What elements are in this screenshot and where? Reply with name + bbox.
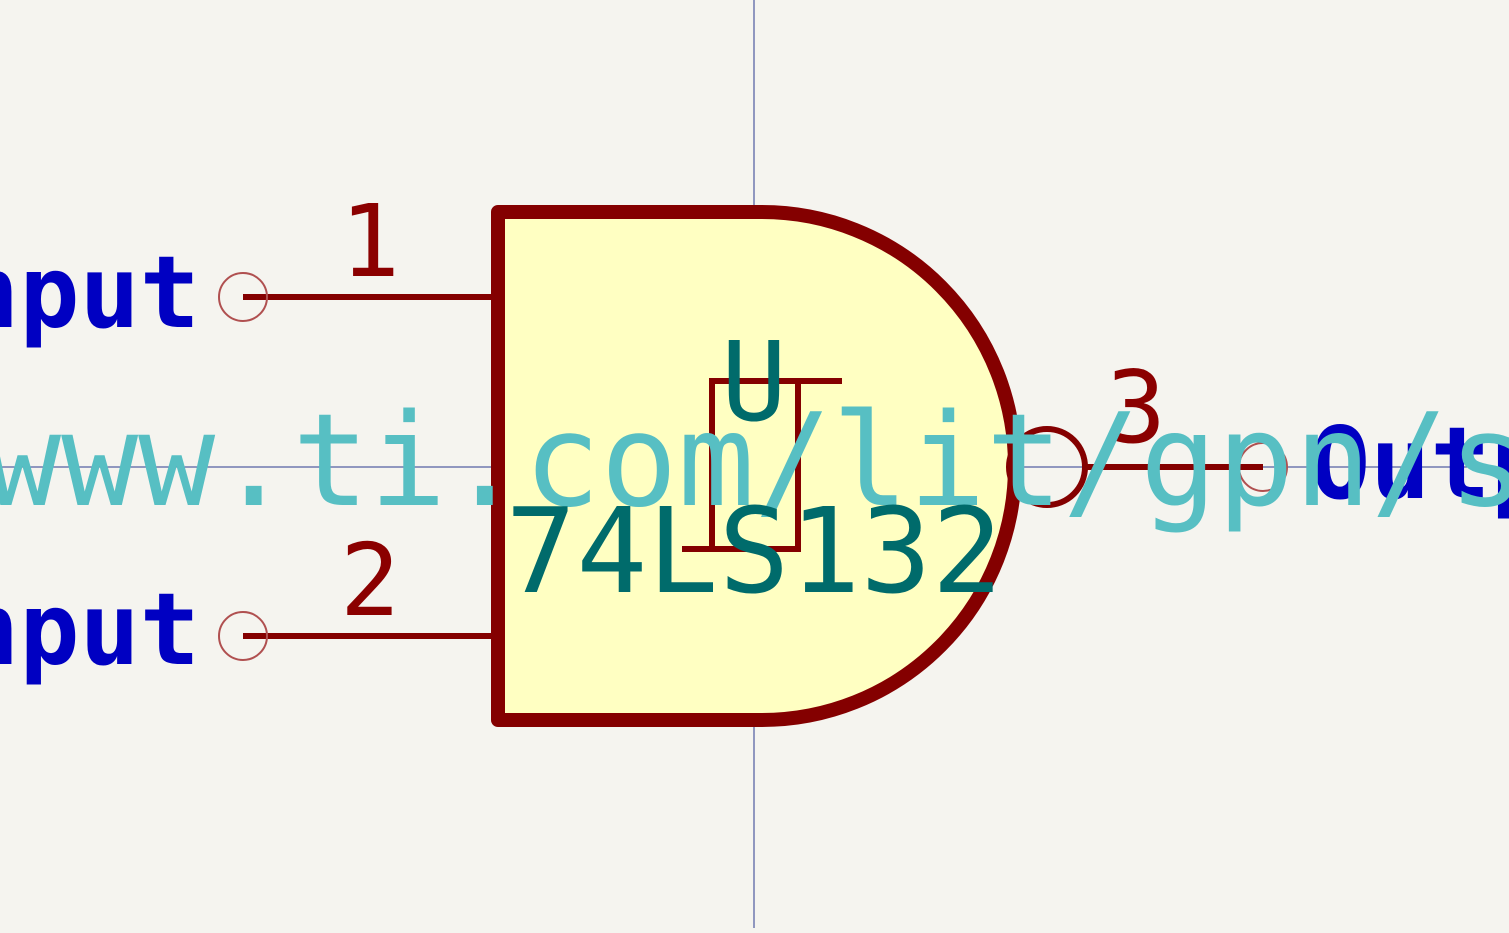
pin-2-name: nput xyxy=(0,571,200,688)
pin-3-number: 3 xyxy=(1106,349,1166,466)
pin-3-name: Outp xyxy=(1310,405,1509,522)
pin-2-end-marker[interactable] xyxy=(218,611,268,661)
pin-1-name: nput xyxy=(0,234,200,351)
reference-designator[interactable]: U xyxy=(721,318,787,446)
inversion-bubble xyxy=(1006,426,1088,508)
datasheet-field[interactable]: www.ti.com/lit/gpn/sn7 xyxy=(0,387,1509,536)
pin-2-number: 2 xyxy=(340,522,400,639)
value-field[interactable]: 74LS132 xyxy=(505,482,1002,620)
pin-1-number: 1 xyxy=(340,183,400,300)
pin-1-end-marker[interactable] xyxy=(218,272,268,322)
pin-3-end-marker[interactable] xyxy=(1238,442,1288,492)
schmitt-trigger-icon xyxy=(682,378,842,552)
and-gate-body[interactable] xyxy=(491,205,1022,727)
